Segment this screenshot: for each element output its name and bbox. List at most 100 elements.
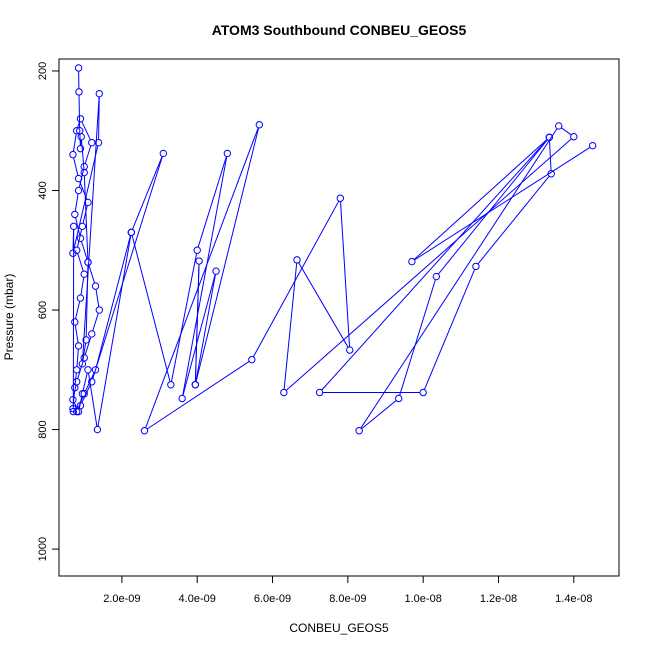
x-tick-label: 1.2e-08 [480, 593, 517, 605]
data-point [394, 394, 403, 403]
y-tick-label: 200 [37, 62, 49, 80]
data-point [472, 262, 480, 271]
data-point [588, 141, 597, 150]
series-line-segment [131, 235, 171, 382]
series-line-segment [95, 235, 131, 367]
y-axis: 200 400 600 800 1000 [37, 62, 60, 561]
series-line-segment [283, 262, 298, 390]
data-point [88, 330, 96, 338]
data-point [74, 174, 83, 183]
data-point [555, 122, 563, 130]
series-line-segment [95, 289, 100, 307]
x-tick-label: 8.0e-09 [329, 593, 366, 605]
data-point [73, 378, 81, 386]
data-point [315, 388, 324, 397]
series-line-segment [82, 372, 88, 391]
series-line-segment [252, 200, 340, 358]
x-axis: 2.0e-09 4.0e-09 6.0e-09 8.0e-09 1.0e-08 1.2e-… [103, 575, 592, 605]
y-axis-label: Pressure (mbar) [2, 274, 16, 361]
series-line-segment [561, 127, 572, 136]
y-tick-label: 400 [37, 181, 49, 199]
data-point [570, 132, 578, 141]
series-line-segment [80, 241, 88, 260]
series-line-segment [73, 145, 99, 251]
series-line-segment [360, 128, 558, 429]
x-axis-label: CONBEU_GEOS5 [289, 621, 389, 635]
data-point [77, 132, 85, 141]
data-point [78, 360, 87, 368]
data-point [293, 256, 301, 264]
data-point [69, 249, 77, 257]
data-point [80, 168, 88, 177]
series-line-segment [437, 139, 548, 275]
series-line-segment [97, 235, 132, 427]
x-tick-label: 1.4e-08 [555, 593, 592, 605]
series-line-segment [413, 139, 548, 260]
data-point [140, 427, 149, 435]
series-line-segment [73, 402, 78, 409]
series-line-segment [80, 277, 85, 295]
series-line-segment [81, 121, 91, 140]
data-point [76, 401, 85, 410]
series-line-segment [84, 145, 92, 164]
data-point [432, 272, 441, 281]
data-point [191, 381, 200, 389]
y-tick-label: 600 [37, 301, 49, 319]
series-line-segment [361, 400, 397, 430]
x-tick-label: 2.0e-09 [103, 593, 140, 605]
series-line-segment [73, 157, 79, 176]
series-line-segment [88, 265, 96, 284]
series-line-segment [84, 336, 92, 355]
series-line-segment [340, 201, 351, 347]
data-point [336, 194, 345, 202]
data-point [280, 388, 288, 397]
data-point [69, 407, 78, 416]
series-line-segment [414, 146, 591, 261]
series-line-segment [477, 175, 550, 265]
series-line-segment [75, 217, 81, 236]
data-point [76, 294, 85, 302]
x-tick-label: 1.0e-08 [405, 593, 442, 605]
series-line-segment [170, 253, 198, 382]
data-point [76, 144, 85, 153]
data-point [545, 133, 554, 141]
series-line-segment [82, 342, 87, 361]
data-point [355, 427, 363, 435]
series-line-segment [132, 156, 163, 230]
series-line-segment [76, 349, 79, 367]
data-point [178, 394, 186, 403]
series-line-segment [195, 127, 260, 382]
data-point [223, 149, 232, 158]
series-line-segment [74, 325, 79, 343]
data-point [127, 228, 136, 237]
series-0 [69, 115, 597, 435]
data-point [84, 366, 92, 374]
plot-frame [58, 58, 620, 577]
data-point [95, 306, 103, 314]
data-point [255, 121, 264, 129]
series-line-segment [80, 139, 85, 170]
data-point [71, 210, 79, 219]
data-point [80, 390, 88, 398]
data-point [74, 64, 83, 72]
data-point [94, 138, 103, 147]
data-point [248, 355, 256, 364]
data-point [73, 127, 81, 135]
series-line-segment [197, 156, 227, 248]
series-line-segment [195, 274, 216, 382]
series-line-segment [92, 312, 99, 332]
x-tick-label: 4.0e-09 [179, 593, 216, 605]
data-point [71, 318, 79, 326]
series-line-segment [81, 384, 91, 403]
series-line-segment [298, 262, 349, 348]
series-line-segment [182, 156, 228, 396]
data-point [73, 366, 81, 374]
data-point [80, 270, 88, 278]
series-1 [69, 64, 103, 416]
data-point [93, 425, 102, 434]
series-line-segment [98, 96, 100, 140]
series-layer [69, 64, 597, 435]
data-point [95, 89, 103, 98]
series-line-segment [82, 205, 88, 224]
